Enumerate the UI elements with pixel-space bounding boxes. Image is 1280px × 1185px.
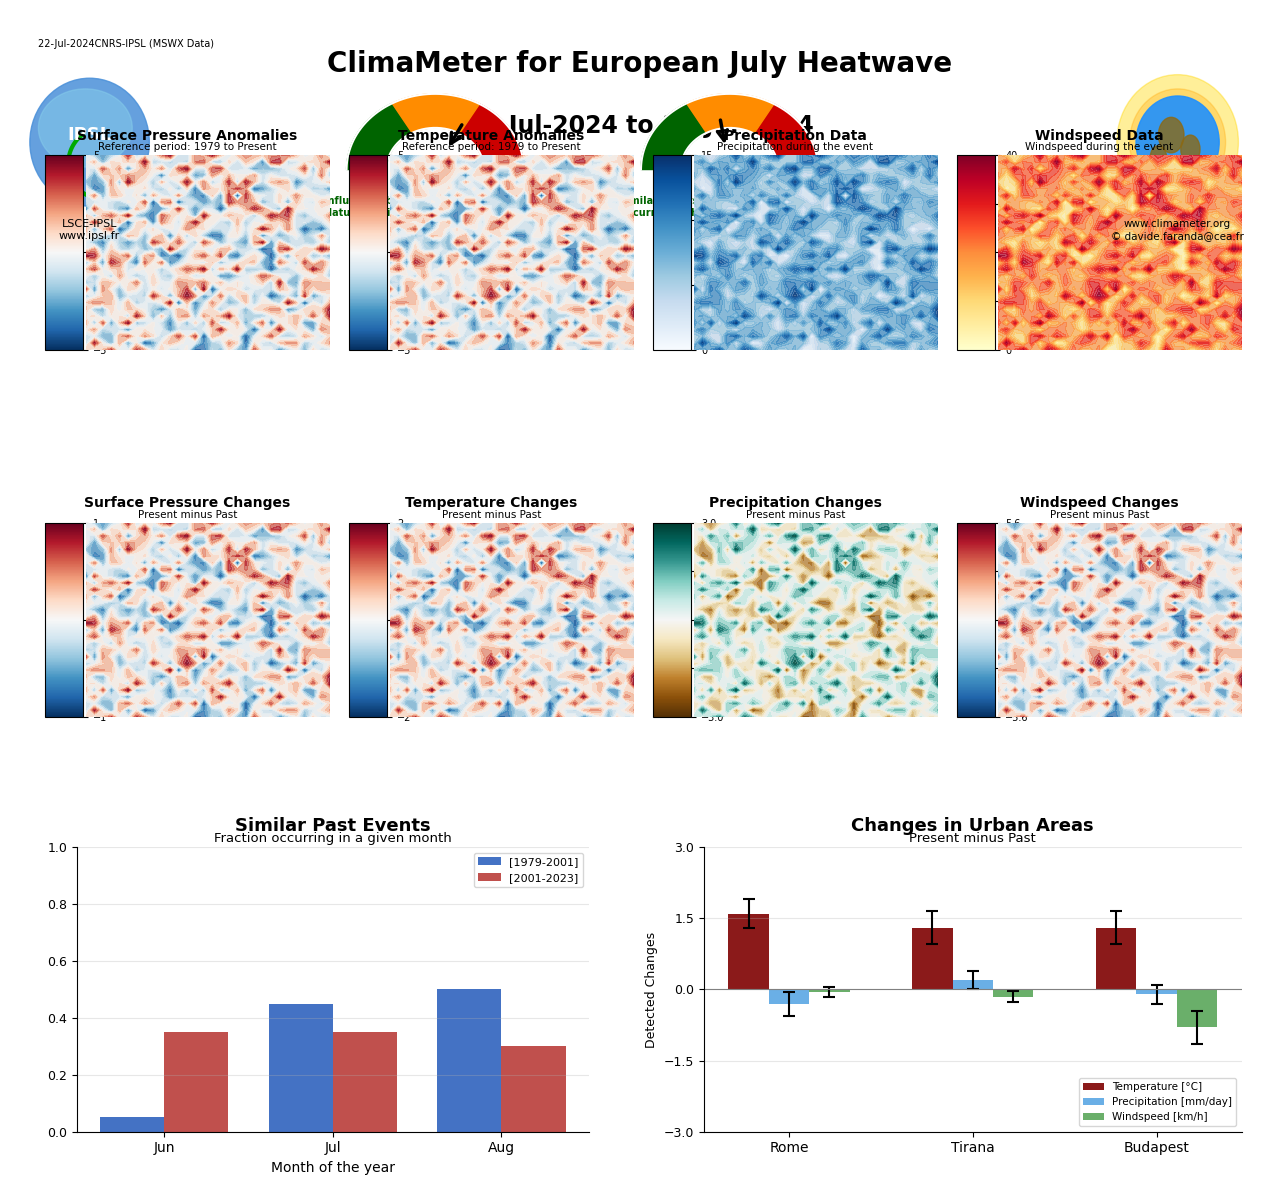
Ellipse shape <box>29 78 150 206</box>
Text: Temperature Anomalies: Temperature Anomalies <box>398 129 585 143</box>
Y-axis label: [km/h]: [km/h] <box>1032 620 1066 629</box>
Text: Windspeed Data: Windspeed Data <box>1036 129 1164 143</box>
Text: LSCE-IPSL
www.ipsl.fr: LSCE-IPSL www.ipsl.fr <box>59 219 120 241</box>
X-axis label: Month of the year: Month of the year <box>271 1161 394 1176</box>
Polygon shape <box>460 104 524 169</box>
Text: Surface Pressure Changes: Surface Pressure Changes <box>84 497 291 511</box>
Bar <box>438 989 502 1132</box>
Text: Windspeed during the event: Windspeed during the event <box>1025 142 1174 152</box>
Polygon shape <box>754 104 818 169</box>
Text: Temperature Changes: Temperature Changes <box>404 497 577 511</box>
Y-axis label: [°C]: [°C] <box>422 252 443 262</box>
Bar <box>769 989 809 1004</box>
Text: Reference period: 1979 to Present: Reference period: 1979 to Present <box>402 142 581 152</box>
Bar <box>333 1032 397 1132</box>
Bar <box>1176 989 1217 1027</box>
Bar <box>269 1004 333 1132</box>
Bar <box>100 1117 164 1132</box>
Text: Present minus Past: Present minus Past <box>442 510 541 519</box>
Text: Windspeed Changes: Windspeed Changes <box>1020 497 1179 511</box>
Bar <box>809 989 850 992</box>
Ellipse shape <box>1158 117 1184 153</box>
Text: The Event
is Unique: The Event is Unique <box>786 196 841 218</box>
Text: Strengthened by
Climate Change: Strengthened by Climate Change <box>453 196 547 218</box>
Bar <box>993 989 1033 997</box>
Bar <box>164 1032 228 1132</box>
Bar <box>502 1046 566 1132</box>
Text: 17-Jul-2024 to 19-Jul-2024: 17-Jul-2024 to 19-Jul-2024 <box>466 114 814 137</box>
Text: Similar Past Events: Similar Past Events <box>236 818 430 835</box>
Text: Present minus Past: Present minus Past <box>137 510 237 519</box>
Text: Reference period: 1979 to Present: Reference period: 1979 to Present <box>97 142 276 152</box>
Y-axis label: [hPa]: [hPa] <box>115 252 142 262</box>
Text: Precipitation Changes: Precipitation Changes <box>709 497 882 511</box>
Text: ClimaMeter for European July Heatwave: ClimaMeter for European July Heatwave <box>328 50 952 77</box>
Polygon shape <box>390 94 480 134</box>
Circle shape <box>1129 89 1226 196</box>
Legend: [1979-2001], [2001-2023]: [1979-2001], [2001-2023] <box>474 853 584 888</box>
Y-axis label: Detected Changes: Detected Changes <box>645 931 658 1048</box>
Ellipse shape <box>1151 146 1166 167</box>
Y-axis label: [°C]: [°C] <box>422 620 443 629</box>
Text: IPSL: IPSL <box>68 126 111 145</box>
Text: Present minus Past: Present minus Past <box>1050 510 1149 519</box>
Bar <box>728 914 769 989</box>
Text: 22-Jul-2024CNRS-IPSL (MSWX Data): 22-Jul-2024CNRS-IPSL (MSWX Data) <box>38 39 214 49</box>
Y-axis label: [mm/day]: [mm/day] <box>709 252 760 262</box>
Text: Influenced by
Natural Variability: Influenced by Natural Variability <box>324 196 426 218</box>
Text: Precipitation during the event: Precipitation during the event <box>717 142 873 152</box>
Y-axis label: [mm/day]: [mm/day] <box>719 620 771 629</box>
Text: www.climameter.org
© davide.faranda@cea.fr: www.climameter.org © davide.faranda@cea.… <box>1111 219 1244 241</box>
Ellipse shape <box>1180 135 1201 164</box>
Polygon shape <box>641 104 705 169</box>
Text: Similar Events have
Occurred in the Past: Similar Events have Occurred in the Past <box>618 196 732 218</box>
Circle shape <box>1116 75 1238 210</box>
Ellipse shape <box>38 89 132 167</box>
Polygon shape <box>685 94 774 134</box>
Title: Fraction occurring in a given month: Fraction occurring in a given month <box>214 832 452 845</box>
Bar <box>952 980 993 989</box>
Text: Surface Pressure Anomalies: Surface Pressure Anomalies <box>77 129 297 143</box>
Text: Present minus Past: Present minus Past <box>745 510 845 519</box>
Y-axis label: [hPa]: [hPa] <box>115 620 142 629</box>
Text: Precipitation Data: Precipitation Data <box>723 129 867 143</box>
Bar <box>1137 989 1176 994</box>
Text: Changes in Urban Areas: Changes in Urban Areas <box>851 818 1094 835</box>
Bar <box>913 928 952 989</box>
Bar <box>1096 928 1137 989</box>
Y-axis label: [km/h]: [km/h] <box>1021 252 1056 262</box>
Legend: Temperature [°C], Precipitation [mm/day], Windspeed [km/h]: Temperature [°C], Precipitation [mm/day]… <box>1079 1077 1236 1127</box>
Polygon shape <box>347 104 411 169</box>
Circle shape <box>1137 96 1219 188</box>
Title: Present minus Past: Present minus Past <box>909 832 1037 845</box>
